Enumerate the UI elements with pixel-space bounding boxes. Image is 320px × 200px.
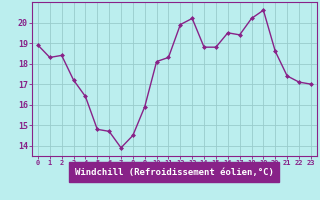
X-axis label: Windchill (Refroidissement éolien,°C): Windchill (Refroidissement éolien,°C)	[75, 168, 274, 177]
